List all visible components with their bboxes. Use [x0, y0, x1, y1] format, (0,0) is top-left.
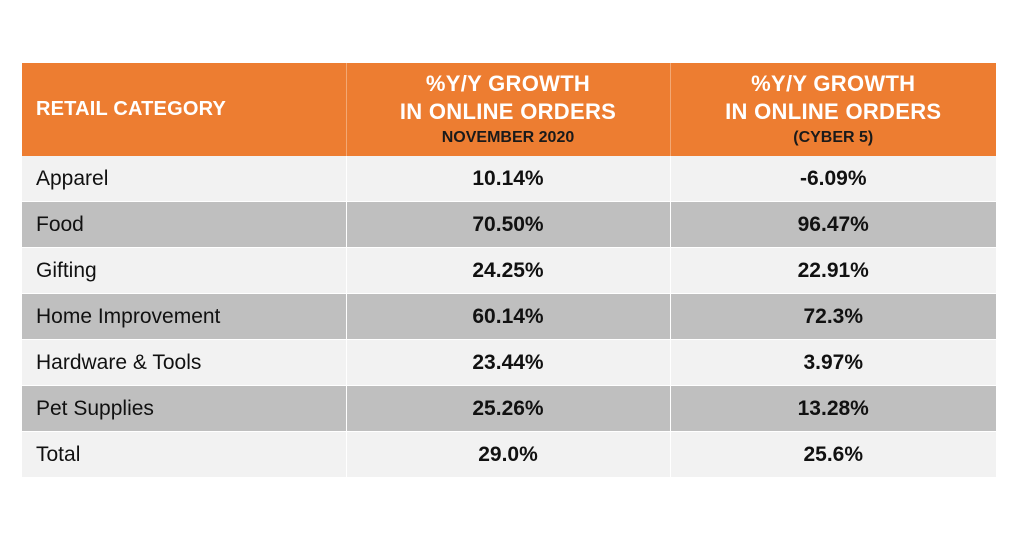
row-category: Hardware & Tools: [22, 339, 346, 386]
row-value-november-2020: 70.50%: [345, 201, 670, 248]
table-header: RETAIL CATEGORY %Y/Y GROWTH IN ONLINE OR…: [22, 63, 996, 156]
header-cyber-line2: IN ONLINE ORDERS: [725, 99, 942, 124]
table-row: Gifting 24.25% 22.91%: [22, 247, 996, 294]
header-november-sub: NOVEMBER 2020: [441, 129, 575, 146]
row-value-cyber-5: 96.47%: [669, 201, 996, 248]
row-value-november-2020: 24.25%: [345, 247, 670, 294]
header-retail-category: RETAIL CATEGORY: [22, 63, 346, 156]
row-value-cyber-5: -6.09%: [669, 156, 996, 202]
header-cyber-line1: %Y/Y GROWTH: [751, 71, 916, 96]
table-row: Home Improvement 60.14% 72.3%: [22, 293, 996, 340]
row-category: Pet Supplies: [22, 385, 346, 432]
header-november-line2: IN ONLINE ORDERS: [399, 99, 617, 124]
header-november-2020: %Y/Y GROWTH IN ONLINE ORDERS NOVEMBER 20…: [345, 63, 670, 156]
row-value-november-2020: 10.14%: [345, 156, 670, 202]
table-row: Total 29.0% 25.6%: [22, 431, 996, 477]
table-body: Apparel 10.14% -6.09% Food 70.50% 96.47% Gifti…: [22, 156, 996, 477]
table-row: Apparel 10.14% -6.09%: [22, 156, 996, 202]
header-november-line1: %Y/Y GROWTH: [425, 71, 591, 96]
row-value-cyber-5: 3.97%: [669, 339, 996, 386]
row-category: Gifting: [22, 247, 346, 294]
row-category: Home Improvement: [22, 293, 346, 340]
header-row: RETAIL CATEGORY %Y/Y GROWTH IN ONLINE OR…: [22, 63, 996, 156]
header-cyber-5: %Y/Y GROWTH IN ONLINE ORDERS (CYBER 5): [669, 63, 996, 156]
row-value-november-2020: 23.44%: [345, 339, 670, 386]
table-row: Hardware & Tools 23.44% 3.97%: [22, 339, 996, 386]
row-value-november-2020: 60.14%: [345, 293, 670, 340]
row-value-november-2020: 29.0%: [345, 431, 670, 477]
growth-table: RETAIL CATEGORY %Y/Y GROWTH IN ONLINE OR…: [22, 63, 996, 477]
row-value-cyber-5: 13.28%: [669, 385, 996, 432]
row-value-cyber-5: 22.91%: [669, 247, 996, 294]
header-cyber-sub: (CYBER 5): [793, 129, 874, 146]
row-value-cyber-5: 25.6%: [669, 431, 996, 477]
row-category: Apparel: [22, 156, 346, 202]
table-row: Food 70.50% 96.47%: [22, 201, 996, 248]
table-row: Pet Supplies 25.26% 13.28%: [22, 385, 996, 432]
row-value-cyber-5: 72.3%: [669, 293, 996, 340]
row-value-november-2020: 25.26%: [345, 385, 670, 432]
row-category: Food: [22, 201, 346, 248]
row-category: Total: [22, 431, 346, 477]
